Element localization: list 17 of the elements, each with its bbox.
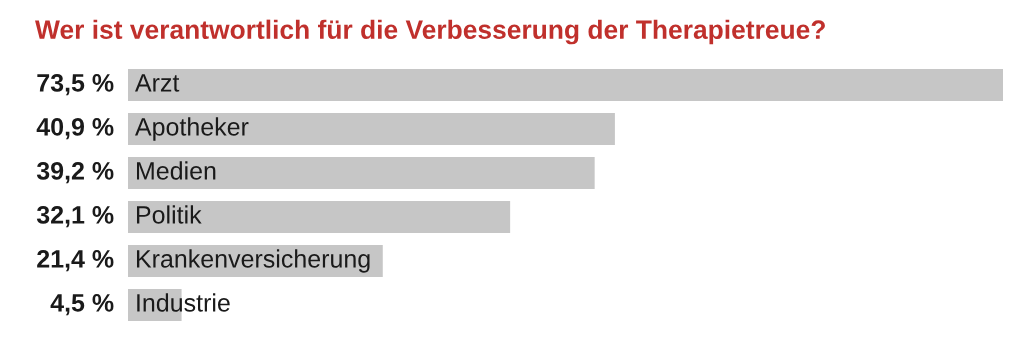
data-label: 73,5 % — [37, 74, 114, 96]
y-tick-label: Industrie — [137, 293, 230, 312]
data-label: 39,2 % — [36, 162, 114, 184]
y-tick-label: Arzt — [135, 74, 180, 92]
y-tick-label: Medien — [137, 161, 216, 180]
y-tick-label: Krankenversicherung — [137, 249, 370, 273]
bar — [128, 68, 1003, 102]
y-tick-label: Politik — [137, 205, 202, 224]
data-label: 21,4 % — [37, 250, 114, 272]
bar — [128, 200, 511, 234]
data-label: 4,5 % — [50, 294, 114, 316]
bar — [128, 112, 615, 146]
y-tick-label: Apotheker — [135, 117, 249, 141]
chart-title: Wer ist verantwortlich für die Verbesserung der Therapietreue? — [35, 19, 825, 45]
data-label: 32,1 % — [36, 206, 114, 228]
data-label: 40,9 % — [36, 118, 114, 140]
bar — [128, 156, 595, 190]
